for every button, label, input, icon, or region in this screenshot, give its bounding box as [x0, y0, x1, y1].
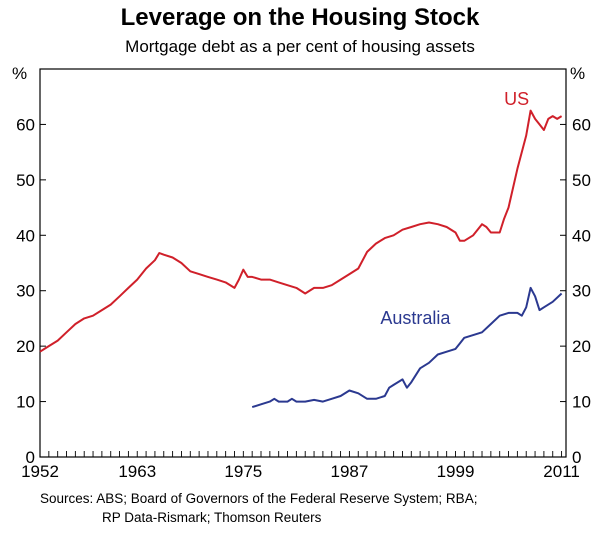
- x-tick-label: 1987: [330, 462, 368, 481]
- x-tick-label: 1999: [437, 462, 475, 481]
- right-axis-unit: %: [570, 64, 586, 83]
- series-label-australia: Australia: [380, 308, 451, 328]
- y-tick-label-left: 40: [16, 226, 35, 245]
- source-line-2: RP Data-Rismark; Thomson Reuters: [102, 510, 322, 525]
- plot-frame: [39, 68, 567, 458]
- y-tick-label-right: 50: [572, 171, 591, 190]
- y-tick-label-right: 20: [572, 337, 591, 356]
- series-labels: US Australia: [380, 89, 529, 328]
- y-tick-label-right: 40: [572, 226, 591, 245]
- chart-title: Leverage on the Housing Stock: [120, 4, 480, 31]
- left-axis-unit: %: [12, 64, 28, 83]
- y-tick-label-left: 0: [26, 448, 35, 467]
- series-lines: [39, 109, 563, 409]
- y-tick-label-right: 0: [572, 448, 581, 467]
- chart-subtitle: Mortgage debt as a per cent of housing a…: [125, 37, 475, 56]
- plot-axes: 0 0 10 10 20 20 30 30 40 40 50 50 60 60 1952 1963 1975 19…: [16, 68, 591, 481]
- y-tick-label-left: 50: [16, 171, 35, 190]
- y-tick-label-left: 60: [16, 115, 35, 134]
- y-tick-label-right: 60: [572, 115, 591, 134]
- source-line-1: Sources: ABS; Board of Governors of the …: [40, 491, 478, 506]
- y-tick-label-right: 10: [572, 393, 591, 412]
- y-tick-label-right: 30: [572, 282, 591, 301]
- y-tick-label-left: 30: [16, 282, 35, 301]
- series-label-us: US: [504, 89, 529, 109]
- x-tick-label: 2011: [543, 462, 580, 481]
- x-tick-label: 1975: [224, 462, 262, 481]
- x-tick-label: 1963: [118, 462, 156, 481]
- y-tick-label-left: 10: [16, 393, 35, 412]
- x-tick-label: 1952: [21, 462, 59, 481]
- source-note: Sources: ABS; Board of Governors of the …: [40, 489, 477, 527]
- series-line-us: [39, 109, 563, 353]
- y-tick-label-left: 20: [16, 337, 35, 356]
- series-line-australia: [251, 286, 563, 409]
